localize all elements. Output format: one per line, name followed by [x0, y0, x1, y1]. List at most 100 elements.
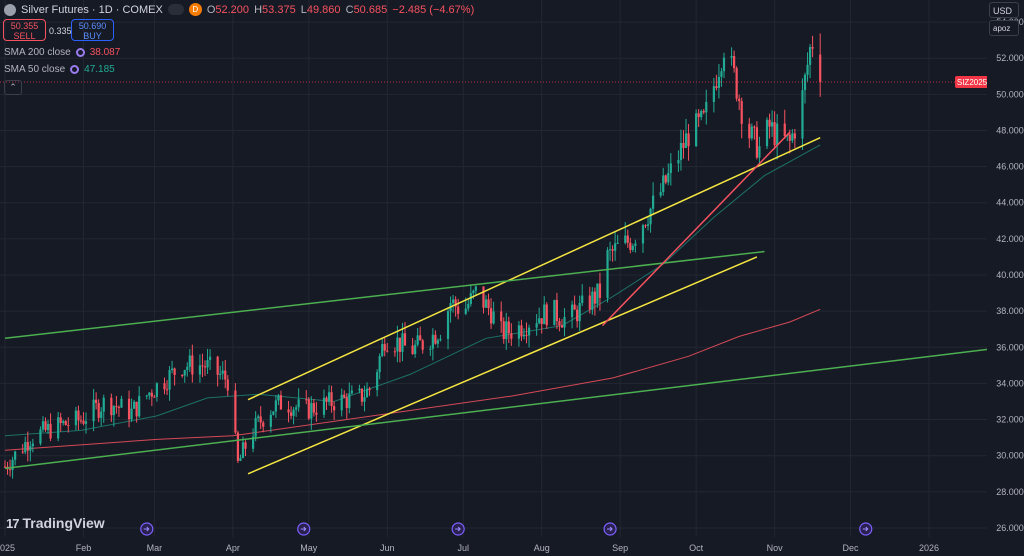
candle-body	[510, 333, 513, 339]
candle-body	[439, 338, 442, 341]
candle-body	[543, 304, 546, 325]
candle-body	[115, 406, 118, 408]
candle-body	[563, 317, 566, 328]
candle-body	[82, 420, 85, 424]
candle-body	[254, 418, 257, 437]
sma200-legend[interactable]: SMA 200 close 38.087	[4, 47, 120, 58]
x-tick-label: Sep	[612, 543, 628, 553]
candle-body	[793, 133, 796, 139]
sma-lines	[4, 144, 821, 451]
sell-price: 50.355	[10, 21, 39, 31]
candle-body	[295, 407, 298, 410]
candle-body	[216, 356, 219, 375]
candle-body	[679, 142, 683, 161]
candle-body	[163, 383, 166, 390]
currency-label: USD	[993, 6, 1013, 16]
scale-mode-button[interactable]: apoz	[989, 20, 1019, 36]
high-label: H	[254, 3, 263, 16]
candle-body	[64, 421, 67, 426]
candle-body	[77, 410, 80, 421]
candle-body	[348, 393, 351, 409]
sell-button[interactable]: 50.355 SELL	[3, 19, 46, 41]
candle-body	[272, 411, 275, 415]
candle-body	[224, 370, 227, 380]
candle-body	[446, 311, 450, 339]
currency-selector[interactable]: USD ⌄	[989, 2, 1019, 32]
sma200-value: 38.087	[89, 47, 121, 58]
candle-body	[629, 242, 632, 250]
candle-body	[783, 123, 786, 137]
candle-body	[330, 392, 333, 407]
symbol-title[interactable]: Silver Futures · 1D · COMEX	[21, 3, 163, 16]
x-tick-label: Apr	[226, 543, 240, 553]
candle-body	[133, 401, 136, 409]
y-tick-label: 46.000	[996, 162, 1024, 172]
candle-body	[393, 351, 396, 353]
sma50-value: 47.185	[84, 64, 115, 75]
candle-body	[333, 406, 336, 411]
candle-body	[472, 290, 475, 294]
candle-body	[340, 394, 343, 411]
candle-body	[416, 335, 419, 345]
delay-badge[interactable]: D	[188, 3, 202, 16]
trendline-yellow	[247, 137, 821, 401]
symbol-badge	[955, 75, 989, 88]
logo-text: TradingView	[22, 515, 105, 531]
candle-body	[14, 451, 17, 460]
candle-body	[79, 420, 83, 422]
candle-body	[44, 421, 47, 431]
buy-button[interactable]: 50.690 BUY	[71, 19, 114, 41]
candle-body	[667, 172, 670, 183]
candle-body	[49, 423, 52, 439]
buy-price: 50.690	[78, 21, 107, 31]
candle-body	[803, 74, 807, 91]
candle-body	[259, 416, 262, 423]
annotation-markers[interactable]	[140, 522, 873, 536]
candle-body	[484, 299, 488, 308]
symbol-label: SIZ2025	[957, 78, 988, 87]
y-tick-label: 38.000	[996, 306, 1024, 316]
trendlines[interactable]	[4, 131, 1006, 475]
candle-body	[669, 163, 672, 173]
silver-icon	[4, 3, 16, 16]
candle-body	[226, 379, 229, 391]
candle-body	[279, 395, 283, 410]
y-tick-label: 32.000	[996, 415, 1024, 425]
candle-body	[403, 333, 407, 346]
x-tick-label: 2026	[919, 543, 939, 553]
candle-body	[257, 416, 260, 419]
candle-body	[801, 90, 804, 139]
candle-body	[753, 126, 756, 128]
eye-icon[interactable]	[167, 4, 184, 15]
grid	[0, 0, 987, 537]
buy-label: BUY	[83, 31, 102, 41]
candle-body	[414, 344, 417, 355]
candle-body	[378, 356, 381, 373]
candle-body	[626, 235, 629, 243]
candle-body	[95, 399, 98, 403]
candle-body	[41, 421, 45, 430]
candle-body	[100, 411, 103, 418]
candle-body	[59, 417, 62, 423]
price-axis-panel	[987, 0, 1024, 556]
tradingview-logo[interactable]: 17 TradingView	[6, 515, 105, 531]
candle-body	[252, 436, 255, 449]
candle-body	[135, 401, 138, 417]
candle-body	[520, 325, 523, 337]
loading-icon	[75, 48, 85, 57]
candle-body	[614, 243, 617, 251]
candle-body	[57, 417, 60, 439]
candle-body	[791, 133, 794, 141]
candle-body	[522, 334, 526, 337]
candle-body	[457, 306, 460, 314]
candle-body	[153, 396, 156, 398]
collapse-legend-button[interactable]: ⌃	[4, 80, 22, 95]
candle-body	[644, 225, 647, 227]
low-value: 49.860	[306, 3, 341, 16]
candle-body	[697, 113, 700, 118]
sma50-legend[interactable]: SMA 50 close 47.185	[4, 64, 115, 75]
candle-body	[102, 397, 105, 412]
close-label: C	[345, 3, 354, 16]
